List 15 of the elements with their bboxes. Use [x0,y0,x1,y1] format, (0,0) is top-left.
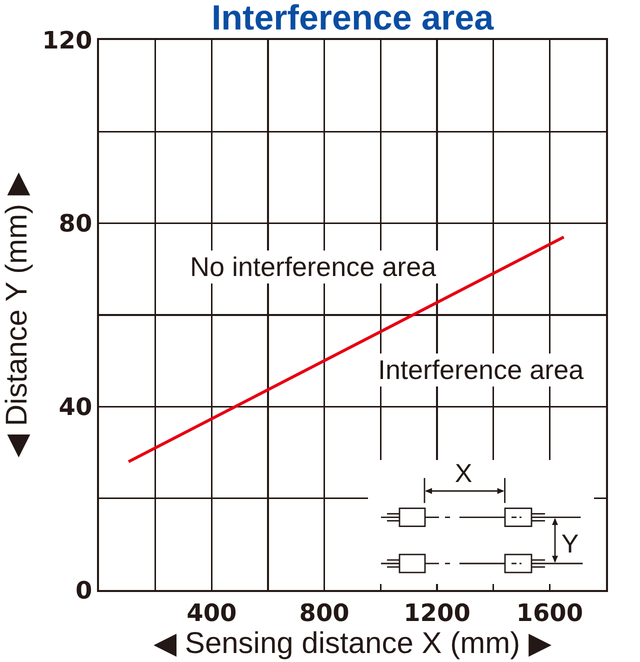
annotation: Y [561,528,579,558]
y-tick-label: 40 [58,393,92,422]
y-tick-label: 120 [42,26,92,54]
x-tick-label: 400 [186,598,237,627]
chart-title: Interference area [211,0,494,38]
x-axis-title: ◀ Sensing distance X (mm) ▶ [154,626,552,660]
annotation: No interference area [190,252,438,282]
y-tick-label: 80 [58,210,92,238]
annotation: X [454,458,472,488]
y-tick-label: 0 [75,576,92,604]
annotation: Interference area [378,355,585,385]
y-axis-title: ◀ Distance Y (mm) ▶ [0,172,34,458]
x-tick-label: 1600 [516,598,584,627]
x-tick-label: 800 [299,598,350,627]
x-tick-label: 1200 [404,598,470,627]
